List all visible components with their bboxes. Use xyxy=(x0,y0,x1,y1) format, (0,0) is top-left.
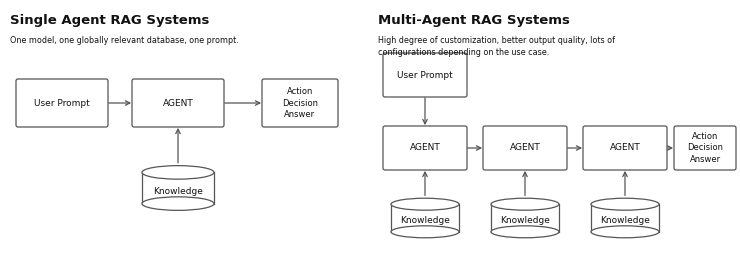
Ellipse shape xyxy=(591,226,659,238)
Ellipse shape xyxy=(391,226,459,238)
Text: User Prompt: User Prompt xyxy=(397,70,453,80)
Ellipse shape xyxy=(142,197,214,210)
Text: Multi-Agent RAG Systems: Multi-Agent RAG Systems xyxy=(378,14,570,27)
Text: Action
Decision
Answer: Action Decision Answer xyxy=(282,87,318,119)
FancyBboxPatch shape xyxy=(583,126,667,170)
Bar xyxy=(591,204,659,232)
FancyBboxPatch shape xyxy=(132,79,224,127)
Text: AGENT: AGENT xyxy=(510,143,540,152)
Text: AGENT: AGENT xyxy=(610,143,640,152)
FancyBboxPatch shape xyxy=(383,126,467,170)
Bar xyxy=(142,172,214,204)
Text: One model, one globally relevant database, one prompt.: One model, one globally relevant databas… xyxy=(10,36,239,45)
Text: User Prompt: User Prompt xyxy=(34,99,90,108)
Text: Knowledge: Knowledge xyxy=(153,187,203,196)
Bar xyxy=(491,204,559,232)
Text: AGENT: AGENT xyxy=(410,143,440,152)
FancyBboxPatch shape xyxy=(674,126,736,170)
FancyBboxPatch shape xyxy=(262,79,338,127)
FancyBboxPatch shape xyxy=(383,53,467,97)
FancyBboxPatch shape xyxy=(483,126,567,170)
Bar xyxy=(391,204,459,232)
Ellipse shape xyxy=(491,226,559,238)
Text: High degree of customization, better output quality, lots of
configurations depe: High degree of customization, better out… xyxy=(378,36,615,57)
Text: Single Agent RAG Systems: Single Agent RAG Systems xyxy=(10,14,209,27)
Ellipse shape xyxy=(491,198,559,210)
Ellipse shape xyxy=(391,198,459,210)
Text: AGENT: AGENT xyxy=(163,99,193,108)
Text: Action
Decision
Answer: Action Decision Answer xyxy=(687,132,723,164)
FancyBboxPatch shape xyxy=(16,79,108,127)
Text: Knowledge: Knowledge xyxy=(400,217,450,226)
Ellipse shape xyxy=(591,198,659,210)
Text: Knowledge: Knowledge xyxy=(500,217,550,226)
Ellipse shape xyxy=(142,166,214,179)
Text: Knowledge: Knowledge xyxy=(600,217,650,226)
